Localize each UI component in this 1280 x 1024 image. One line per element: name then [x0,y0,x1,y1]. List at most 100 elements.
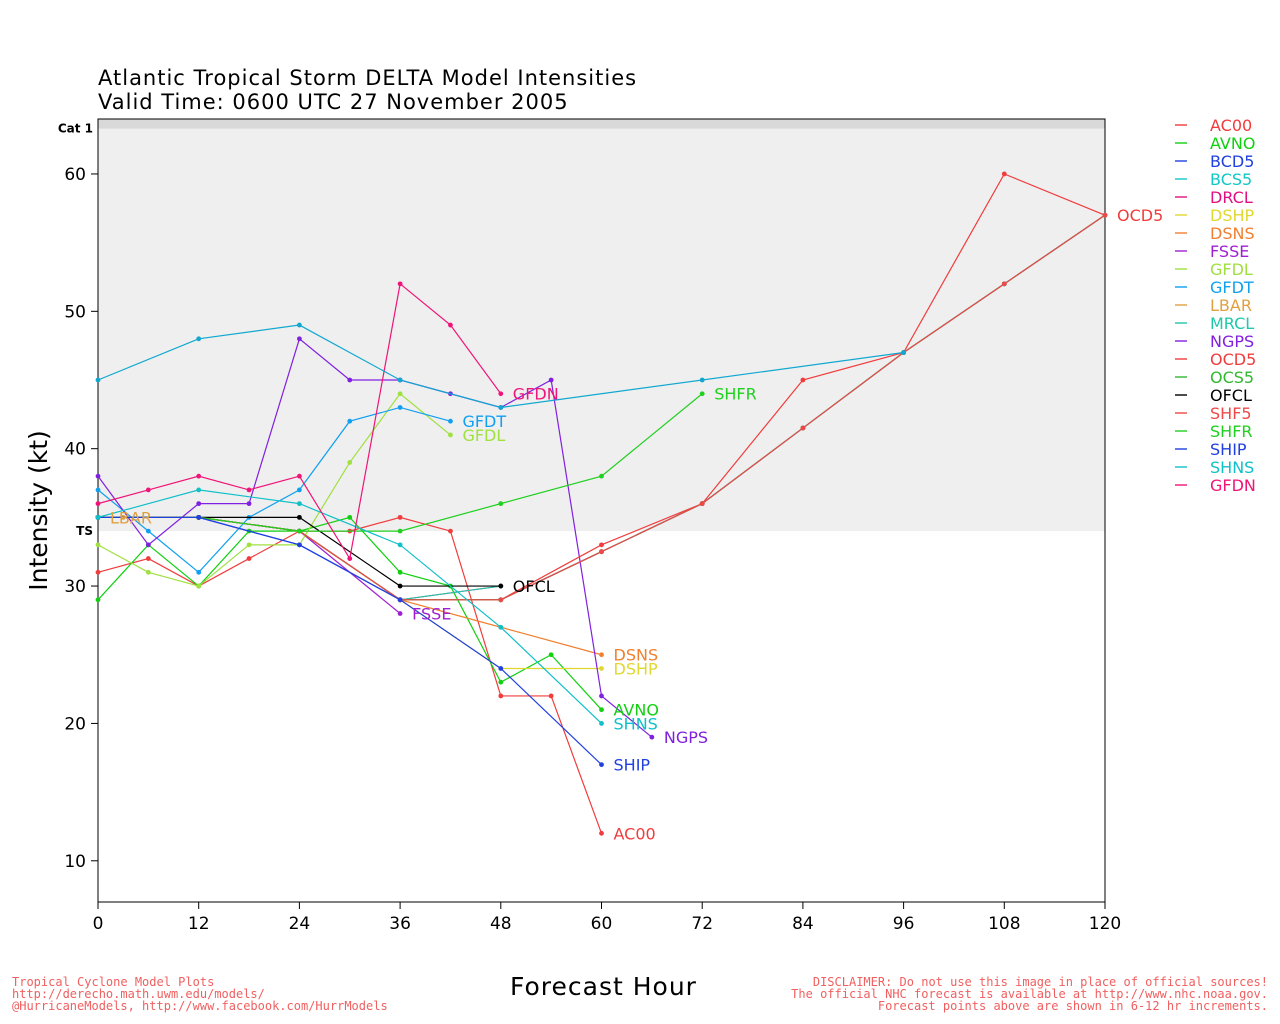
series-point-ac00 [95,569,101,575]
series-point-ac00 [599,830,604,836]
series-point-gfdn [397,281,403,287]
series-point-dsns [599,652,604,658]
series-end-label-gfdn: GFDN [513,385,559,404]
series-end-label-avno: AVNO [614,701,659,720]
x-tick-label: 0 [93,914,104,934]
legend-entry-shns: SHNS [1210,458,1254,477]
x-tick-label: 12 [188,914,210,934]
series-point-ship [297,542,302,548]
series-point-shf5 [699,501,705,507]
series-point-gfdl [347,460,353,465]
disclaimer-line: Forecast points above are shown in 6-12 … [877,999,1268,1013]
series-point-ocd5 [1001,171,1007,177]
series-point-ac00 [498,693,504,699]
series-line-shns [97,489,602,724]
chart-title-line2: Valid Time: 0600 UTC 27 November 2005 [98,90,569,114]
y-tick-label: 40 [64,440,86,460]
footer-credits: Tropical Cyclone Model Plots http://dere… [12,976,388,1012]
series-point-gfdn [498,391,504,397]
series-point-shfr [599,473,604,479]
series-point-gfdn [95,501,101,507]
legend-entry-ship: SHIP [1210,440,1247,459]
footer-credit-line[interactable]: @HurricaneModels, http://www.facebook.co… [12,999,388,1013]
series-point-ship [196,514,202,520]
series-point-unnamed [699,377,705,383]
series-point-shf5 [498,597,504,603]
series-point-unnamed [901,350,906,355]
series-point-ngps [347,377,353,383]
series-point-ac00 [397,514,403,520]
legend-entry-dsns: DSNS [1210,224,1255,243]
series-point-shf5 [800,425,806,431]
series-point-avno [397,569,403,575]
series-point-ngps [196,501,202,507]
x-tick-label: 96 [893,914,915,934]
x-tick-label: 48 [490,914,512,934]
legend-entry-drcl: DRCL [1210,188,1253,207]
series-point-ocd5 [800,377,806,383]
series-end-label-shfr: SHFR [714,385,757,404]
footer-credit-line[interactable]: http://derecho.math.uwm.edu/models/ [12,987,265,1001]
x-tick-label: 84 [792,914,814,934]
band-ts [98,128,1105,532]
series-point-gfdl [448,432,453,438]
y-tick-label: 10 [64,852,86,872]
series-point-unnamed [297,322,302,328]
series-point-ngps [95,473,101,479]
y-tick-label: 20 [64,714,86,734]
y-tick-label: 50 [64,302,86,322]
band-label: TS [76,524,93,538]
series-point-ac00 [145,556,151,561]
legend-entry-shfr: SHFR [1210,422,1253,441]
disclaimer-line: The official NHC forecast is available a… [791,987,1268,1001]
legend-entry-fsse: FSSE [1210,242,1249,261]
series-end-label-dshp: DSHP [614,659,659,678]
x-tick-label: 36 [389,914,411,934]
series-point-ngps [548,377,554,383]
series-end-label-lbar: LBAR [110,508,152,527]
series-end-label-ac00: AC00 [614,824,656,843]
x-tick-label: 72 [691,914,713,934]
series-point-gfdn [297,473,302,479]
legend-entry-gfdn: GFDN [1210,476,1256,495]
legend-entry-gfdl: GFDL [1210,260,1253,279]
footer-credit-line: Tropical Cyclone Model Plots [12,975,215,989]
series-point-gfdl [397,391,403,397]
series-point-ocd5 [599,542,604,548]
series-point-avno [498,679,504,685]
series-point-ngps [599,693,604,699]
series-point-ofcl [297,514,302,520]
legend-entry-bcd5: BCD5 [1210,152,1254,171]
series-end-label-ocd5: OCD5 [1117,206,1163,225]
series-point-dshp [599,666,604,671]
series-point-avno [95,597,101,603]
series-end-label-gfdt: GFDT [462,412,506,431]
series-point-gfdn [246,487,252,493]
legend-entry-dshp: DSHP [1210,206,1255,225]
legend-entry-bcs5: BCS5 [1210,170,1252,189]
series-point-gfdt [196,569,202,575]
series-end-label-gfdl: GFDL [462,426,505,445]
series-end-label-fsse: FSSE [412,605,451,624]
series-end-label-shns: SHNS [614,714,658,733]
series-point-gfdl [95,542,101,548]
series-point-avno [548,652,554,658]
series-point-shfr [498,501,504,507]
series-point-unnamed [397,377,403,383]
series-point-unnamed [95,377,101,383]
series-point-shf5 [599,549,604,555]
series-point-ofcl [397,583,403,589]
series-end-label-ofcl: OFCL [513,577,555,596]
x-axis-label: Forecast Hour [510,972,697,1001]
disclaimer-line: DISCLAIMER: Do not use this image in pla… [812,975,1268,989]
series-point-unnamed [196,336,202,342]
legend-entry-avno: AVNO [1210,134,1255,153]
series-point-gfdn [448,322,453,328]
series-point-shns [498,624,504,630]
series-point-shns [95,514,101,520]
series-point-ship [498,666,504,671]
legend-entry-shf5: SHF5 [1210,404,1252,423]
series-point-gfdn [347,556,353,561]
series-end-label-ship: SHIP [614,756,651,775]
